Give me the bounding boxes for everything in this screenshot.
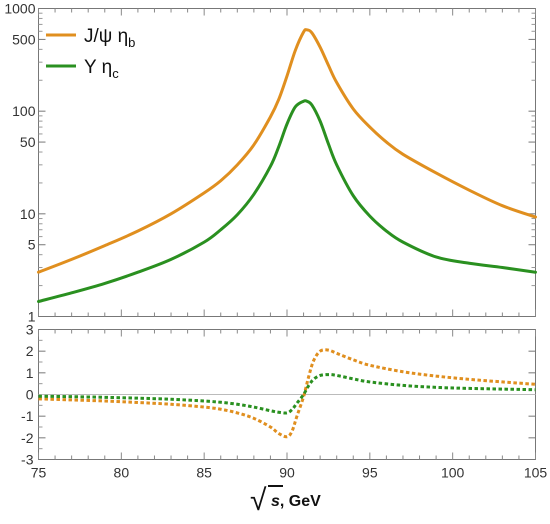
bottom-x-tick-label: 85 <box>196 465 212 481</box>
x-axis-title: √ s, GeV <box>250 484 321 517</box>
top-y-axis: 1 5 10 50 100 500 1000 <box>4 1 536 325</box>
bottom-x-tick-label: 95 <box>362 465 378 481</box>
top-x-ticks <box>38 8 536 317</box>
bottom-x-tick-label: 100 <box>441 465 465 481</box>
bottom-y-tick-label: -2 <box>21 430 34 446</box>
top-y-tick-label: 100 <box>12 103 36 119</box>
bottom-y-tick-label: -1 <box>21 408 34 424</box>
top-series-group <box>37 28 537 303</box>
bottom-x-axis: 75 80 85 90 95 100 105 <box>31 329 548 481</box>
legend-label-jpsi-etab-main: J/ψ η <box>84 26 128 47</box>
top-y-tick-label: 5 <box>28 237 36 253</box>
series-line-upsilon-etac <box>37 99 537 303</box>
top-y-tick-label: 50 <box>20 134 36 150</box>
top-y-tick-label: 500 <box>12 31 36 47</box>
x-axis-title-var: s <box>271 493 280 510</box>
bottom-x-tick-label: 90 <box>279 465 295 481</box>
bottom-y-tick-label: 0 <box>26 387 34 403</box>
legend-label-jpsi-etab-sub: b <box>128 35 135 50</box>
legend-label-jpsi-etab: J/ψ ηb <box>84 26 135 50</box>
top-y-tick-label: 10 <box>20 206 36 222</box>
bottom-y-tick-label: 1 <box>26 365 34 381</box>
legend-label-upsilon-etac-main: Υ η <box>84 57 112 78</box>
bottom-x-tick-label: 80 <box>114 465 130 481</box>
bottom-y-tick-label: 3 <box>26 322 34 338</box>
bottom-x-tick-label: 105 <box>524 465 548 481</box>
bottom-y-tick-label: 2 <box>26 343 34 359</box>
top-y-tick-label: 1 <box>28 309 36 325</box>
series-line-jpsi-etab <box>37 28 537 274</box>
bottom-x-tick-label: 75 <box>31 465 47 481</box>
x-axis-title-text: s, GeV <box>271 493 321 510</box>
legend-label-upsilon-etac-sub: c <box>112 66 119 81</box>
legend: J/ψ ηb Υ ηc <box>46 26 135 81</box>
top-y-tick-label: 1000 <box>4 1 35 17</box>
series-dashed-jpsi-etab <box>38 348 536 439</box>
series-dashed-upsilon-etac <box>38 373 536 415</box>
sqrt-symbol: √ <box>250 484 267 517</box>
bottom-y-axis: 3 2 1 0 -1 -2 -3 <box>21 322 536 468</box>
bottom-series-group <box>38 348 536 439</box>
legend-label-upsilon-etac: Υ ηc <box>84 57 119 81</box>
top-panel-frame <box>38 8 536 317</box>
bottom-y-tick-label: -3 <box>21 452 34 468</box>
x-axis-title-unit: , GeV <box>280 493 321 510</box>
